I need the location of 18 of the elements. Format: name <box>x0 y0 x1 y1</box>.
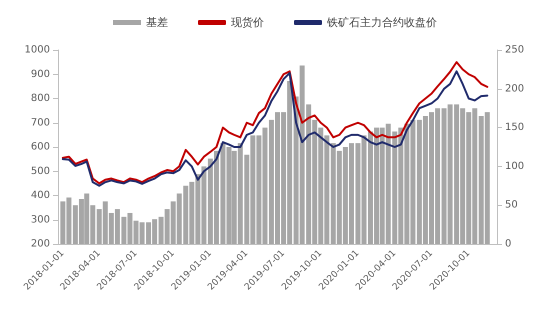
legend-label: 铁矿石主力合约收盘价 <box>326 16 437 29</box>
y-tick-label: 700 <box>30 117 50 128</box>
y-tick-label: 800 <box>30 93 50 104</box>
y2-tick-label: 250 <box>505 44 524 56</box>
legend-label: 现货价 <box>231 16 264 29</box>
y-tick-label: 600 <box>30 142 50 152</box>
y2-tick-label: 100 <box>505 160 524 172</box>
legend-label: 基差 <box>146 16 168 29</box>
y-tick-label: 200 <box>30 238 50 250</box>
y-tick-label: 500 <box>30 166 50 177</box>
y-tick-label: 1000 <box>24 44 50 56</box>
y-tick-label: 300 <box>30 214 50 226</box>
y2-tick-label: 150 <box>505 122 524 134</box>
y-tick-label: 900 <box>30 68 50 80</box>
y2-tick-label: 200 <box>505 83 524 94</box>
y-tick-label: 400 <box>30 190 50 201</box>
y2-tick-label: 50 <box>505 200 518 211</box>
y2-tick-label: 0 <box>505 238 512 250</box>
